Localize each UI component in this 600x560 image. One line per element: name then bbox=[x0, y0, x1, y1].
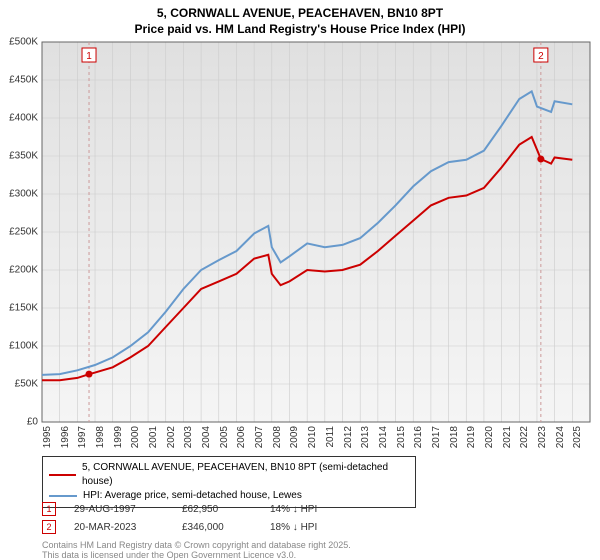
footer-line2: This data is licensed under the Open Gov… bbox=[42, 550, 351, 560]
x-tick-label: 2000 bbox=[130, 426, 141, 448]
x-tick-label: 2017 bbox=[431, 426, 442, 448]
x-tick-label: 1996 bbox=[60, 426, 71, 448]
x-tick-label: 2016 bbox=[413, 426, 424, 448]
y-tick-label: £500K bbox=[9, 37, 38, 48]
x-tick-label: 2022 bbox=[519, 426, 530, 448]
x-tick-label: 2023 bbox=[537, 426, 548, 448]
x-tick-label: 2001 bbox=[148, 426, 159, 448]
x-tick-label: 1995 bbox=[42, 426, 53, 448]
marker-date: 29-AUG-1997 bbox=[74, 504, 164, 515]
x-tick-label: 2005 bbox=[219, 426, 230, 448]
y-tick-label: £100K bbox=[9, 341, 38, 352]
y-tick-label: £250K bbox=[9, 227, 38, 238]
x-tick-label: 1998 bbox=[95, 426, 106, 448]
x-tick-label: 2003 bbox=[183, 426, 194, 448]
legend-swatch bbox=[49, 474, 76, 476]
y-tick-label: £450K bbox=[9, 75, 38, 86]
chart-plot-area: 12 £0£50K£100K£150K£200K£250K£300K£350K£… bbox=[42, 42, 590, 422]
marker-table: 1 29-AUG-1997 £62,950 14% ↓ HPI 2 20-MAR-2023… bbox=[42, 500, 360, 536]
y-tick-label: £150K bbox=[9, 303, 38, 314]
svg-text:1: 1 bbox=[86, 51, 92, 62]
x-tick-label: 2014 bbox=[378, 426, 389, 448]
x-tick-label: 1999 bbox=[113, 426, 124, 448]
x-tick-label: 2020 bbox=[484, 426, 495, 448]
legend-swatch bbox=[49, 495, 77, 497]
marker-delta: 14% ↓ HPI bbox=[270, 504, 360, 515]
x-tick-label: 2018 bbox=[449, 426, 460, 448]
marker-price: £346,000 bbox=[182, 522, 252, 533]
x-tick-label: 2006 bbox=[236, 426, 247, 448]
x-tick-label: 2024 bbox=[555, 426, 566, 448]
x-tick-label: 1997 bbox=[77, 426, 88, 448]
y-axis-ticks: £0£50K£100K£150K£200K£250K£300K£350K£400… bbox=[0, 42, 40, 422]
chart-title-line1: 5, CORNWALL AVENUE, PEACEHAVEN, BN10 8PT bbox=[0, 6, 600, 22]
x-tick-label: 2007 bbox=[254, 426, 265, 448]
x-axis-ticks: 1995 1996 1997 1998 1999 2000 2001 2002 2003 2004… bbox=[42, 422, 590, 450]
y-tick-label: £300K bbox=[9, 189, 38, 200]
marker-row: 1 29-AUG-1997 £62,950 14% ↓ HPI bbox=[42, 500, 360, 518]
y-tick-label: £50K bbox=[15, 379, 38, 390]
x-tick-label: 2019 bbox=[466, 426, 477, 448]
x-tick-label: 2012 bbox=[343, 426, 354, 448]
chart-title-line2: Price paid vs. HM Land Registry's House … bbox=[0, 22, 600, 38]
y-tick-label: £200K bbox=[9, 265, 38, 276]
x-tick-label: 2002 bbox=[166, 426, 177, 448]
chart-svg: 12 bbox=[42, 42, 590, 422]
marker-number-box: 1 bbox=[42, 502, 56, 516]
y-tick-label: £0 bbox=[27, 417, 38, 428]
marker-price: £62,950 bbox=[182, 504, 252, 515]
legend-label: 5, CORNWALL AVENUE, PEACEHAVEN, BN10 8PT… bbox=[82, 461, 409, 489]
x-tick-label: 2009 bbox=[289, 426, 300, 448]
marker-row: 2 20-MAR-2023 £346,000 18% ↓ HPI bbox=[42, 518, 360, 536]
x-tick-label: 2025 bbox=[572, 426, 583, 448]
x-tick-label: 2010 bbox=[307, 426, 318, 448]
marker-number-box: 2 bbox=[42, 520, 56, 534]
x-tick-label: 2013 bbox=[360, 426, 371, 448]
footer-line1: Contains HM Land Registry data © Crown c… bbox=[42, 540, 351, 550]
x-tick-label: 2008 bbox=[272, 426, 283, 448]
y-tick-label: £350K bbox=[9, 151, 38, 162]
y-tick-label: £400K bbox=[9, 113, 38, 124]
marker-delta: 18% ↓ HPI bbox=[270, 522, 360, 533]
svg-text:2: 2 bbox=[538, 51, 544, 62]
chart-footer: Contains HM Land Registry data © Crown c… bbox=[42, 540, 351, 560]
marker-date: 20-MAR-2023 bbox=[74, 522, 164, 533]
x-tick-label: 2011 bbox=[325, 426, 336, 448]
x-tick-label: 2021 bbox=[502, 426, 513, 448]
legend-item: 5, CORNWALL AVENUE, PEACEHAVEN, BN10 8PT… bbox=[49, 461, 409, 489]
x-tick-label: 2015 bbox=[396, 426, 407, 448]
x-tick-label: 2004 bbox=[201, 426, 212, 448]
